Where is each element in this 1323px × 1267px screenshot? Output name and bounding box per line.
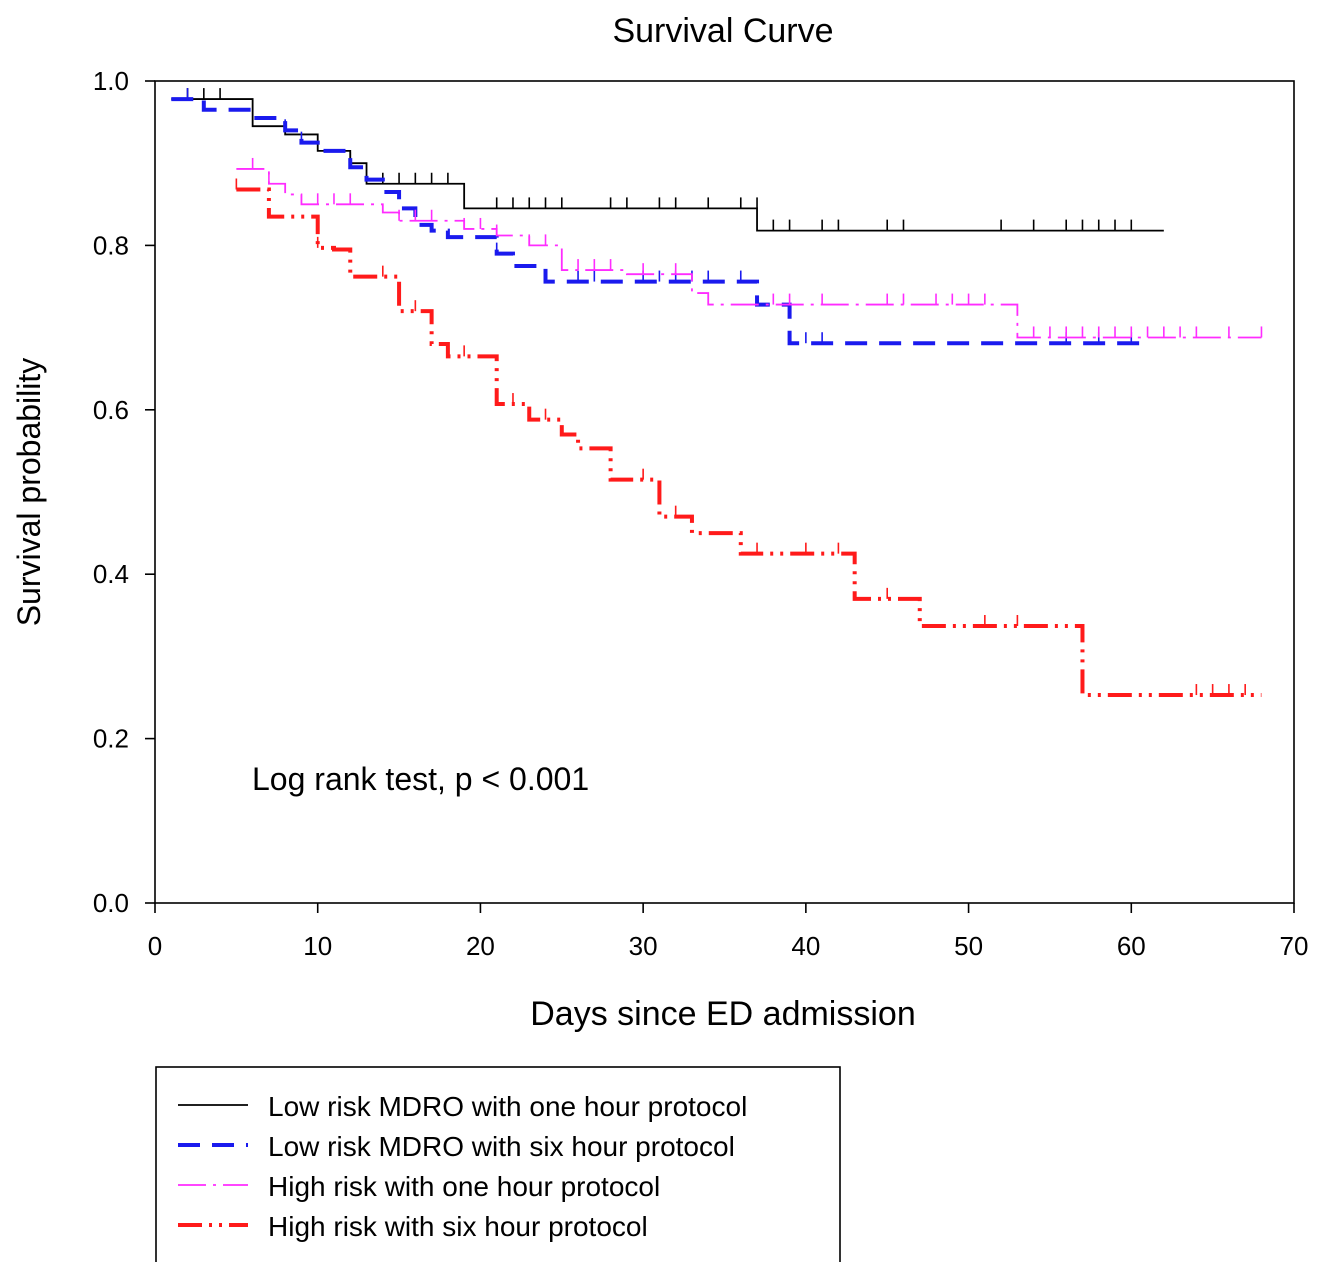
x-tick-label: 0	[148, 931, 162, 961]
legend-label: Low risk MDRO with one hour protocol	[268, 1091, 747, 1122]
series-4	[235, 178, 1262, 698]
y-tick-label: 0.6	[93, 395, 129, 425]
x-tick-label: 50	[954, 931, 983, 961]
legend-label: High risk with six hour protocol	[268, 1211, 648, 1242]
y-tick-label: 0.0	[93, 888, 129, 918]
y-tick-label: 0.2	[93, 724, 129, 754]
log-rank-annotation: Log rank test, p < 0.001	[252, 761, 589, 797]
y-tick-label: 0.8	[93, 230, 129, 260]
survival-curve-line	[236, 187, 1262, 698]
series-layer	[171, 88, 1263, 698]
x-axis-label: Days since ED admission	[530, 995, 915, 1033]
series-1	[171, 88, 1164, 232]
x-tick-label: 70	[1280, 931, 1309, 961]
legend-box	[155, 1066, 841, 1267]
legend-label: Low risk MDRO with six hour protocol	[268, 1131, 735, 1162]
chart-title: Survival Curve	[612, 12, 833, 50]
plot-frame	[154, 80, 1295, 904]
legend-label: High risk with one hour protocol	[268, 1171, 660, 1202]
x-tick-label: 40	[791, 931, 820, 961]
y-axis-label: Survival probability	[11, 358, 47, 627]
legend: Low risk MDRO with one hour protocol Low …	[155, 1066, 841, 1267]
x-tick-label: 10	[303, 931, 332, 961]
y-tick-label: 0.4	[93, 559, 129, 589]
survival-curve-line	[171, 98, 1164, 232]
x-tick-label: 60	[1117, 931, 1146, 961]
y-tick-label: 1.0	[93, 66, 129, 96]
axes: 0 10 20 30 40 50 60 70 0.0 0.2 0.4 0.6 0.8 1.0	[93, 66, 1309, 961]
x-tick-label: 20	[466, 931, 495, 961]
series-3	[236, 157, 1263, 339]
survival-curve-line	[236, 168, 1262, 339]
x-tick-label: 30	[629, 931, 658, 961]
